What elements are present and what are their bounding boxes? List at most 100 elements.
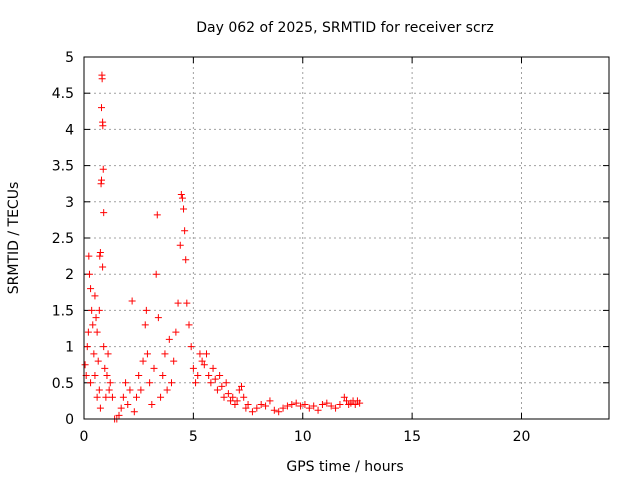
data-point [157, 393, 165, 401]
data-point [94, 357, 102, 365]
y-tick-label: 3.5 [52, 159, 74, 175]
data-point [91, 292, 99, 300]
data-point [142, 306, 150, 314]
plot-frame [83, 56, 610, 420]
data-point [283, 402, 291, 410]
data-point [87, 285, 95, 293]
data-point [172, 328, 180, 336]
data-point [89, 321, 97, 329]
data-point [168, 379, 175, 387]
data-point [98, 75, 106, 83]
data-point [332, 404, 340, 412]
data-point [336, 401, 344, 409]
data-point [235, 386, 243, 394]
data-point [96, 404, 104, 412]
data-point [176, 241, 184, 249]
data-point [115, 411, 123, 419]
data-point [216, 372, 224, 380]
data-point [165, 335, 173, 343]
data-point [301, 401, 309, 409]
data-point [105, 386, 113, 394]
data-point [93, 393, 101, 401]
x-axis-label: GPS time / hours [286, 459, 403, 475]
data-point [154, 314, 162, 322]
data-point [257, 401, 265, 409]
x-tick-label: 15 [403, 429, 421, 445]
data-point [213, 386, 221, 394]
data-point [189, 364, 197, 372]
data-point [244, 401, 252, 409]
data-point [85, 270, 93, 278]
data-point [209, 364, 217, 372]
y-tick-label: 0 [65, 412, 74, 428]
data-point [81, 361, 89, 369]
data-point [88, 306, 96, 314]
data-point [305, 404, 313, 412]
data-point [351, 401, 359, 409]
axis-ticks: 0 0.5 1 1.5 2 2.5 3 3.5 4 4.5 5 0 5 10 15 20 [52, 50, 609, 445]
data-point [122, 379, 130, 387]
data-point [314, 406, 322, 414]
y-axis-label: SRMTID / TECUs [6, 182, 22, 295]
data-point [200, 361, 208, 369]
data-point [356, 399, 364, 407]
data-point [253, 404, 261, 412]
data-point [96, 252, 104, 260]
data-point [192, 379, 200, 387]
data-point [207, 379, 215, 387]
data-point [178, 194, 186, 202]
data-point [163, 386, 171, 394]
data-point [196, 350, 204, 358]
y-tick-label: 0.5 [52, 376, 74, 392]
data-point [98, 104, 105, 112]
data-point [98, 176, 105, 184]
data-point [99, 263, 107, 271]
data-point [137, 386, 145, 394]
data-point [96, 248, 104, 256]
data-point [229, 393, 237, 401]
y-tick-label: 1.5 [52, 303, 74, 319]
data-point [152, 270, 160, 278]
data-point [242, 404, 250, 412]
data-point [90, 350, 98, 358]
data-point [198, 357, 206, 365]
y-tick-label: 4 [65, 122, 74, 138]
data-point [340, 393, 348, 401]
data-point [310, 402, 318, 410]
data-point [87, 379, 95, 387]
data-point [292, 399, 300, 407]
data-point [275, 408, 283, 416]
data-point [231, 401, 239, 409]
data-point [143, 350, 151, 358]
data-points [81, 71, 364, 423]
data-point [159, 372, 167, 380]
data-point [270, 406, 278, 414]
grid-lines [84, 57, 609, 419]
data-point [148, 401, 156, 409]
y-tick-label: 4.5 [52, 86, 74, 102]
y-tick-label: 5 [65, 50, 74, 66]
data-point [130, 408, 138, 416]
data-point [126, 386, 134, 394]
data-point [84, 328, 92, 336]
data-point [288, 401, 296, 409]
data-point [211, 375, 219, 383]
data-point [318, 401, 326, 409]
data-point [227, 397, 235, 405]
data-point [146, 379, 154, 387]
x-tick-label: 0 [80, 429, 89, 445]
data-point [124, 401, 132, 409]
x-tick-label: 20 [513, 429, 531, 445]
data-point [224, 390, 232, 398]
data-point [91, 372, 99, 380]
data-point [238, 382, 245, 390]
data-point [95, 306, 103, 314]
data-point [233, 397, 241, 405]
data-point [262, 402, 270, 410]
data-point [102, 393, 110, 401]
data-point [101, 364, 109, 372]
data-point [187, 343, 195, 351]
data-point [141, 321, 149, 329]
data-point [327, 402, 335, 410]
